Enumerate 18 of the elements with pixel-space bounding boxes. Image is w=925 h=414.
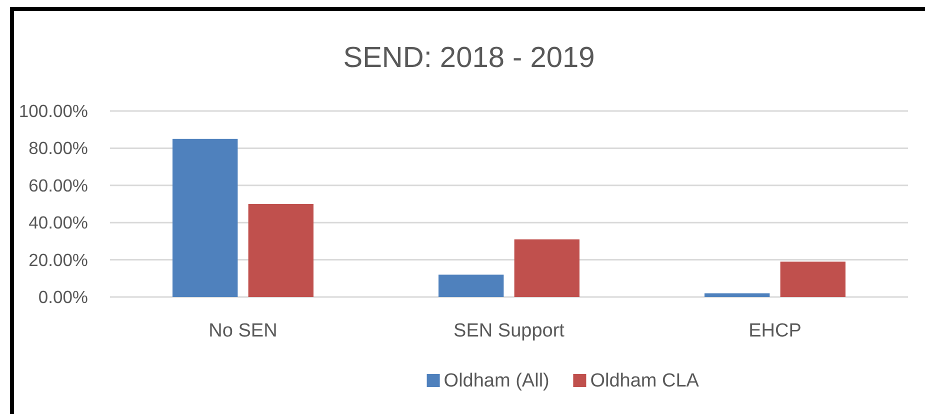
bar: [248, 204, 314, 297]
y-tick-label: 80.00%: [28, 138, 88, 158]
bar: [514, 239, 580, 297]
chart-title: SEND: 2018 - 2019: [343, 42, 595, 74]
y-tick-label: 60.00%: [28, 175, 88, 196]
x-tick-label: No SEN: [208, 320, 278, 342]
bar: [704, 293, 770, 297]
y-tick-label: 100.00%: [18, 101, 88, 121]
y-tick-label: 20.00%: [28, 250, 88, 270]
bar: [438, 274, 504, 297]
bar: [780, 262, 846, 297]
legend-label: Oldham CLA: [590, 370, 700, 392]
y-tick-label: 0.00%: [38, 287, 88, 307]
y-tick-label: 40.00%: [28, 212, 88, 233]
legend-label: Oldham (All): [444, 370, 550, 392]
bar: [172, 138, 238, 297]
x-tick-label: SEN Support: [454, 320, 566, 342]
x-tick-label: EHCP: [748, 320, 802, 342]
